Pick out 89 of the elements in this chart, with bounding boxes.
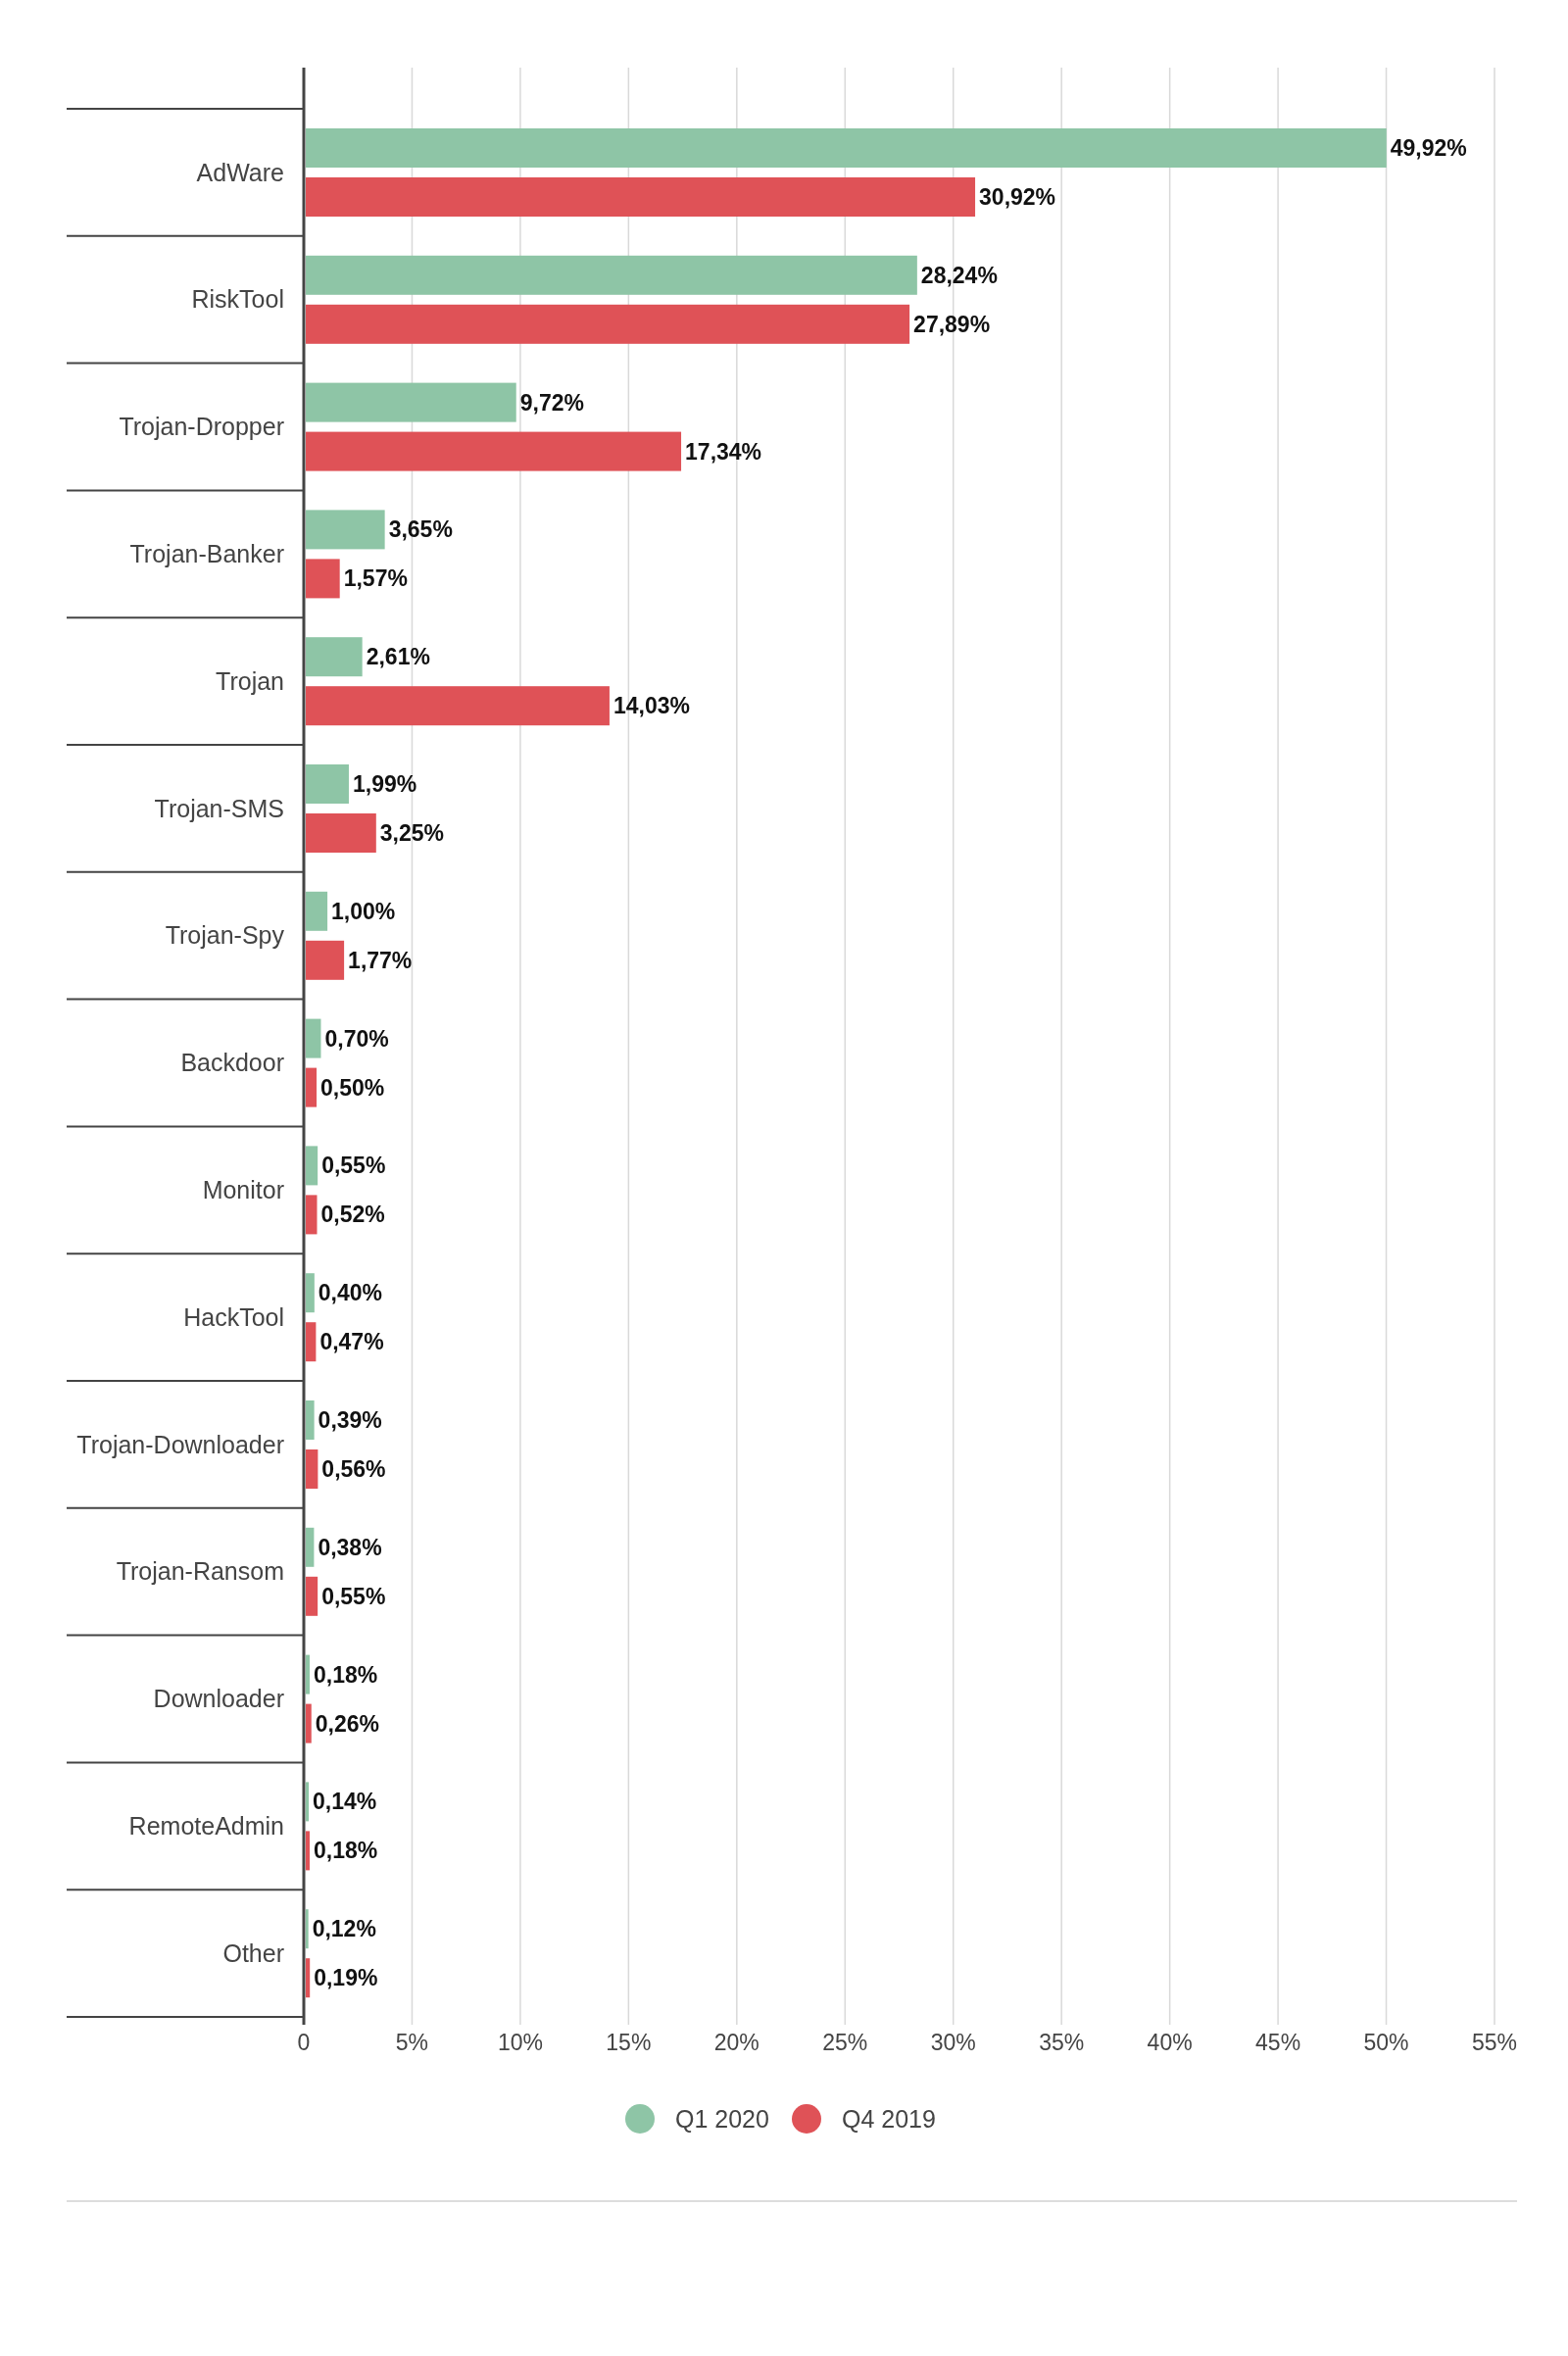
y-tick-label: Trojan xyxy=(216,666,284,695)
data-label: 49,92% xyxy=(1390,135,1467,162)
y-tick-label: Trojan-Dropper xyxy=(119,413,284,441)
data-label: 30,92% xyxy=(979,184,1056,211)
data-label: 0,52% xyxy=(320,1202,385,1228)
x-tick-label: 40% xyxy=(1147,2030,1193,2056)
data-label: 1,99% xyxy=(352,771,417,798)
legend-label: Q4 2019 xyxy=(842,2104,936,2133)
x-tick-label: 20% xyxy=(713,2030,760,2056)
bar xyxy=(306,1958,311,1998)
data-label: 0,14% xyxy=(313,1789,377,1815)
y-tick-label: Trojan-Ransom xyxy=(116,1557,284,1586)
bar xyxy=(306,304,910,344)
x-tick-label: 0 xyxy=(297,2030,311,2056)
y-tick-label: AdWare xyxy=(196,158,284,186)
x-tick-label: 30% xyxy=(930,2030,976,2056)
x-tick-label: 45% xyxy=(1255,2030,1301,2056)
bar xyxy=(306,1909,309,1949)
data-label: 0,55% xyxy=(321,1583,386,1609)
data-label: 28,24% xyxy=(920,262,998,288)
y-tick-label: Trojan-Downloader xyxy=(76,1430,284,1458)
x-tick-label: 10% xyxy=(497,2030,543,2056)
bar xyxy=(306,1576,318,1616)
data-label: 0,70% xyxy=(324,1025,389,1052)
data-label: 27,89% xyxy=(913,311,991,337)
data-label: 1,77% xyxy=(348,947,413,973)
bar xyxy=(306,510,385,550)
bar xyxy=(306,891,328,931)
y-tick-label: Backdoor xyxy=(180,1049,284,1077)
data-label: 1,57% xyxy=(343,565,408,592)
data-label: 0,18% xyxy=(313,1838,378,1864)
y-tick-label: RiskTool xyxy=(191,285,284,314)
x-tick-label: 5% xyxy=(395,2030,429,2056)
bar xyxy=(306,813,376,853)
y-tick-label: Downloader xyxy=(153,1685,284,1713)
data-label: 0,50% xyxy=(320,1074,385,1101)
data-label: 14,03% xyxy=(612,693,690,719)
data-label: 17,34% xyxy=(685,438,762,465)
y-tick-label: Trojan-Spy xyxy=(165,921,285,950)
bar xyxy=(306,431,682,471)
y-tick-label: Trojan-Banker xyxy=(129,540,284,568)
y-tick-label: Trojan-SMS xyxy=(154,794,284,822)
y-tick-label: Monitor xyxy=(202,1176,284,1204)
bar xyxy=(306,1146,318,1186)
data-label: 0,26% xyxy=(315,1710,379,1737)
bar xyxy=(306,1400,315,1440)
bar xyxy=(306,1782,310,1822)
data-label: 0,47% xyxy=(319,1329,384,1355)
bar xyxy=(306,637,363,677)
bar xyxy=(306,382,516,422)
legend-label: Q1 2020 xyxy=(675,2104,769,2133)
bar xyxy=(306,177,976,217)
bar xyxy=(306,1273,315,1313)
bar xyxy=(306,1527,315,1567)
bar xyxy=(306,255,917,295)
x-tick-label: 50% xyxy=(1363,2030,1409,2056)
y-tick-label: Other xyxy=(222,1939,284,1967)
x-tick-label: 15% xyxy=(606,2030,652,2056)
data-label: 0,39% xyxy=(318,1407,382,1434)
bar xyxy=(306,559,340,599)
bar xyxy=(306,1703,312,1743)
x-tick-label: 25% xyxy=(822,2030,868,2056)
data-label: 9,72% xyxy=(519,389,584,416)
data-label: 0,12% xyxy=(312,1916,376,1942)
x-tick-label: 55% xyxy=(1471,2030,1518,2056)
data-label: 0,55% xyxy=(321,1153,386,1179)
bar xyxy=(306,686,610,726)
data-label: 0,56% xyxy=(321,1456,386,1483)
bar xyxy=(306,940,345,980)
y-tick-label: HackTool xyxy=(183,1302,284,1331)
x-tick-label: 35% xyxy=(1039,2030,1085,2056)
data-label: 3,65% xyxy=(388,516,453,543)
bar xyxy=(306,1018,321,1058)
data-label: 0,38% xyxy=(318,1534,382,1560)
bar xyxy=(306,1449,318,1489)
data-label: 3,25% xyxy=(379,820,445,847)
data-label: 2,61% xyxy=(366,644,430,670)
data-label: 0,18% xyxy=(313,1661,378,1688)
bar xyxy=(306,128,1387,168)
data-label: 0,19% xyxy=(314,1965,378,1991)
data-label: 1,00% xyxy=(331,898,396,924)
bar xyxy=(306,1654,310,1694)
bar xyxy=(306,1322,317,1362)
data-label: 0,40% xyxy=(318,1280,383,1306)
bar xyxy=(306,1831,310,1871)
bar xyxy=(306,764,349,804)
bar xyxy=(306,1067,318,1107)
bar xyxy=(306,1195,318,1235)
y-tick-label: RemoteAdmin xyxy=(128,1812,284,1841)
